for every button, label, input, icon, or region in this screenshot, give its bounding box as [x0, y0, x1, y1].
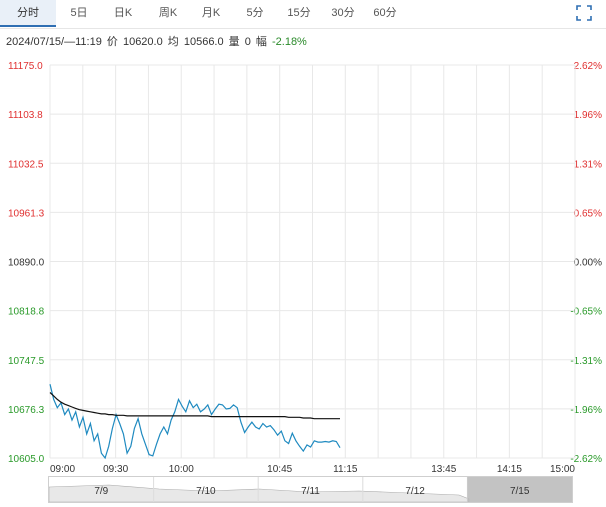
y-tick-left: 10890.0	[8, 258, 45, 269]
intraday-chart: 11175.0 2.62% 11103.8 1.96% 11032.5 1.31% 1096…	[8, 61, 602, 475]
tab-0[interactable]: 分时	[0, 0, 56, 27]
price-line	[49, 384, 341, 460]
y-tick-left: 10676.3	[8, 405, 45, 416]
navigator-date-label: 7/15	[510, 486, 530, 497]
y-tick-right: 2.62%	[574, 61, 602, 72]
x-tick-label: 10:00	[169, 464, 194, 475]
y-tick-right: 1.31%	[574, 159, 602, 170]
navigator-date-label: 7/10	[196, 486, 216, 497]
navigator-selection	[467, 477, 572, 502]
tab-6[interactable]: 15分	[287, 7, 311, 19]
y-tick-left: 11103.8	[8, 110, 43, 121]
x-tick-label: 09:30	[103, 464, 128, 475]
y-tick-right: -1.96%	[570, 405, 602, 416]
date-navigator[interactable]: 7/9 7/10 7/11 7/12 7/15	[48, 476, 573, 503]
tab-8[interactable]: 60分	[373, 7, 397, 19]
x-tick-label: 14:15	[497, 464, 522, 475]
x-tick-label: 11:15	[333, 464, 358, 475]
tab-2[interactable]: 日K	[113, 7, 133, 19]
y-tick-right: 1.96%	[574, 110, 602, 121]
change-label: 幅	[255, 36, 267, 48]
navigator-date-label: 7/11	[301, 486, 320, 497]
y-tick-right: -2.62%	[570, 454, 602, 465]
navigator-date-label: 7/9	[94, 486, 108, 497]
y-tick-left: 10818.8	[8, 307, 45, 318]
y-tick-right: 0.65%	[574, 208, 602, 219]
tab-5[interactable]: 5分	[246, 7, 264, 19]
price-value: 10620.0	[122, 36, 163, 48]
y-tick-right: -0.65%	[570, 307, 602, 318]
tab-4[interactable]: 月K	[201, 7, 221, 19]
y-tick-right: -1.31%	[570, 356, 602, 367]
volume-value: 0	[244, 36, 251, 48]
avg-label: 均	[167, 36, 179, 48]
expand-icon[interactable]	[576, 5, 592, 21]
x-tick-label: 15:00	[550, 464, 575, 475]
change-value: -2.18%	[271, 36, 307, 48]
navigator-date-label: 7/12	[405, 486, 425, 497]
y-tick-left: 11032.5	[8, 159, 44, 170]
y-tick-left: 10961.3	[8, 208, 45, 219]
tab-7[interactable]: 30分	[331, 7, 355, 19]
x-tick-label: 09:00	[50, 464, 75, 475]
y-tick-left: 11175.0	[8, 61, 43, 72]
navigator-canvas[interactable]: 7/9 7/10 7/11 7/12 7/15	[48, 477, 572, 503]
x-tick-label: 13:45	[431, 464, 456, 475]
y-tick-right: 0.00%	[574, 258, 602, 269]
tab-3[interactable]: 周K	[158, 7, 178, 19]
period-tab-bar: 分时 5日 日K 周K 月K 5分 15分 30分 60分	[0, 0, 606, 29]
price-label: 价	[106, 36, 118, 48]
y-tick-left: 10605.0	[8, 454, 45, 465]
datetime-value: 2024/07/15/—11:19	[6, 36, 102, 48]
avg-value: 10566.0	[183, 36, 224, 48]
volume-label: 量	[228, 36, 240, 48]
x-tick-label: 10:45	[267, 464, 292, 475]
tab-1[interactable]: 5日	[70, 7, 88, 19]
quote-info-bar: 2024/07/15/—11:19 价 10620.0 均 10566.0 量 …	[6, 33, 309, 49]
y-tick-left: 10747.5	[8, 356, 45, 367]
avg-price-line	[49, 392, 340, 420]
